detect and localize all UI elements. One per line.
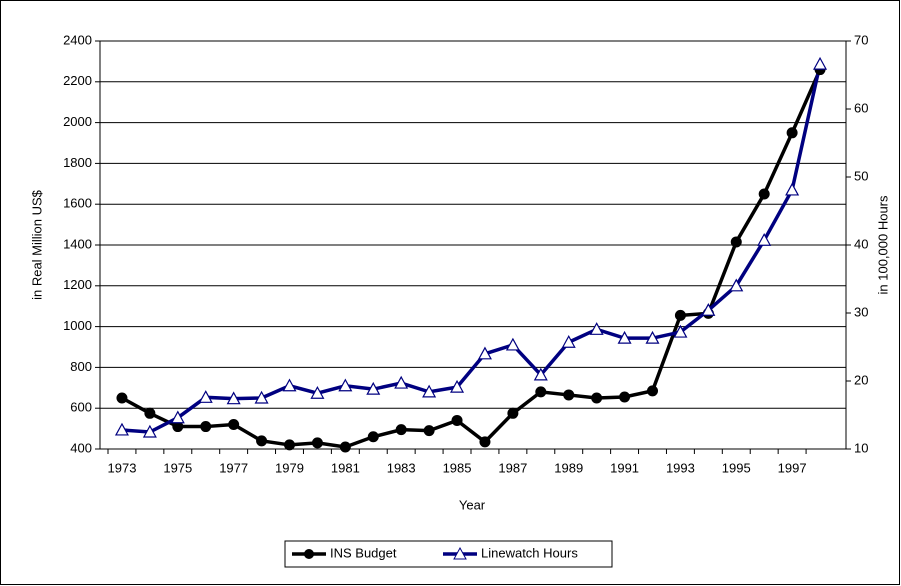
data-point (645, 330, 660, 344)
y-tick-label: 600 (70, 400, 92, 415)
x-tick-label: 1989 (554, 460, 583, 475)
y-axis-title: in Real Million US$ (29, 189, 44, 300)
x-tick-label: 1977 (219, 460, 248, 475)
x-axis-title: Year (459, 497, 486, 512)
data-point (198, 390, 213, 403)
data-point (367, 431, 379, 443)
data-point (589, 322, 604, 335)
x-tick-label: 1983 (387, 460, 416, 475)
data-point (423, 425, 435, 437)
y-tick-label: 1200 (63, 277, 92, 292)
data-point (619, 391, 631, 403)
y2-tick-label: 20 (854, 372, 868, 387)
data-point (674, 309, 686, 321)
data-point (535, 386, 547, 398)
data-point (533, 367, 548, 381)
y2-tick-label: 50 (854, 168, 868, 183)
x-tick-label: 1979 (275, 460, 304, 475)
legend-marker (453, 546, 467, 560)
y-tick-label: 1400 (63, 236, 92, 251)
data-point (366, 381, 381, 395)
data-point (701, 303, 716, 316)
x-tick-label: 1987 (498, 460, 527, 475)
data-point (142, 424, 157, 438)
data-point (757, 232, 772, 246)
data-point (228, 419, 240, 431)
data-point (507, 407, 519, 419)
data-point (561, 334, 576, 348)
data-point (284, 439, 295, 451)
x-tick-label: 1997 (778, 460, 807, 475)
data-point (254, 390, 269, 404)
y2-tick-label: 70 (854, 32, 868, 47)
x-tick-label: 1973 (108, 460, 137, 475)
data-point (813, 56, 828, 70)
y-tick-label: 2200 (63, 73, 92, 88)
y2-tick-label: 10 (854, 440, 868, 455)
data-point (311, 437, 323, 449)
legend-label: INS Budget (330, 545, 397, 560)
legend-label: Linewatch Hours (481, 545, 578, 560)
data-point (114, 422, 129, 436)
data-point (477, 346, 492, 360)
y-tick-label: 2400 (63, 32, 92, 47)
data-point (282, 378, 297, 392)
y-tick-label: 1000 (63, 318, 92, 333)
x-tick-label: 1993 (666, 460, 695, 475)
x-tick-label: 1975 (163, 460, 192, 475)
y2-tick-label: 60 (854, 100, 868, 115)
y2-tick-label: 30 (854, 304, 868, 319)
data-point (310, 385, 325, 399)
data-point (200, 421, 212, 433)
data-point (617, 330, 632, 344)
data-point (394, 375, 409, 389)
y2-tick-label: 40 (854, 236, 868, 251)
data-point (450, 379, 465, 393)
data-point (505, 337, 520, 351)
data-point (144, 407, 156, 419)
data-point (479, 436, 491, 448)
y-tick-label: 1800 (63, 155, 92, 170)
data-point (786, 127, 798, 139)
data-point (451, 414, 463, 426)
data-point (563, 389, 575, 401)
y-tick-label: 1600 (63, 196, 92, 211)
data-point (673, 324, 688, 338)
x-tick-label: 1991 (610, 460, 639, 475)
y-tick-label: 2000 (63, 114, 92, 129)
y-tick-label: 400 (70, 440, 92, 455)
data-point (730, 236, 742, 248)
x-tick-label: 1981 (331, 460, 360, 475)
data-point (339, 441, 351, 453)
x-tick-label: 1995 (722, 460, 751, 475)
data-point (729, 278, 744, 292)
legend-marker (304, 549, 314, 559)
y2-axis-title: in 100,000 Hours (875, 195, 890, 295)
data-point (591, 392, 603, 404)
data-point (395, 424, 407, 436)
data-point (422, 384, 437, 398)
data-point (226, 391, 241, 405)
data-point (256, 435, 268, 447)
data-point (785, 182, 800, 196)
data-point (170, 410, 185, 424)
y-tick-label: 800 (70, 359, 92, 374)
data-point (647, 385, 658, 397)
x-tick-label: 1985 (443, 460, 472, 475)
data-point (338, 378, 353, 392)
data-point (116, 392, 128, 404)
data-point (758, 188, 770, 200)
